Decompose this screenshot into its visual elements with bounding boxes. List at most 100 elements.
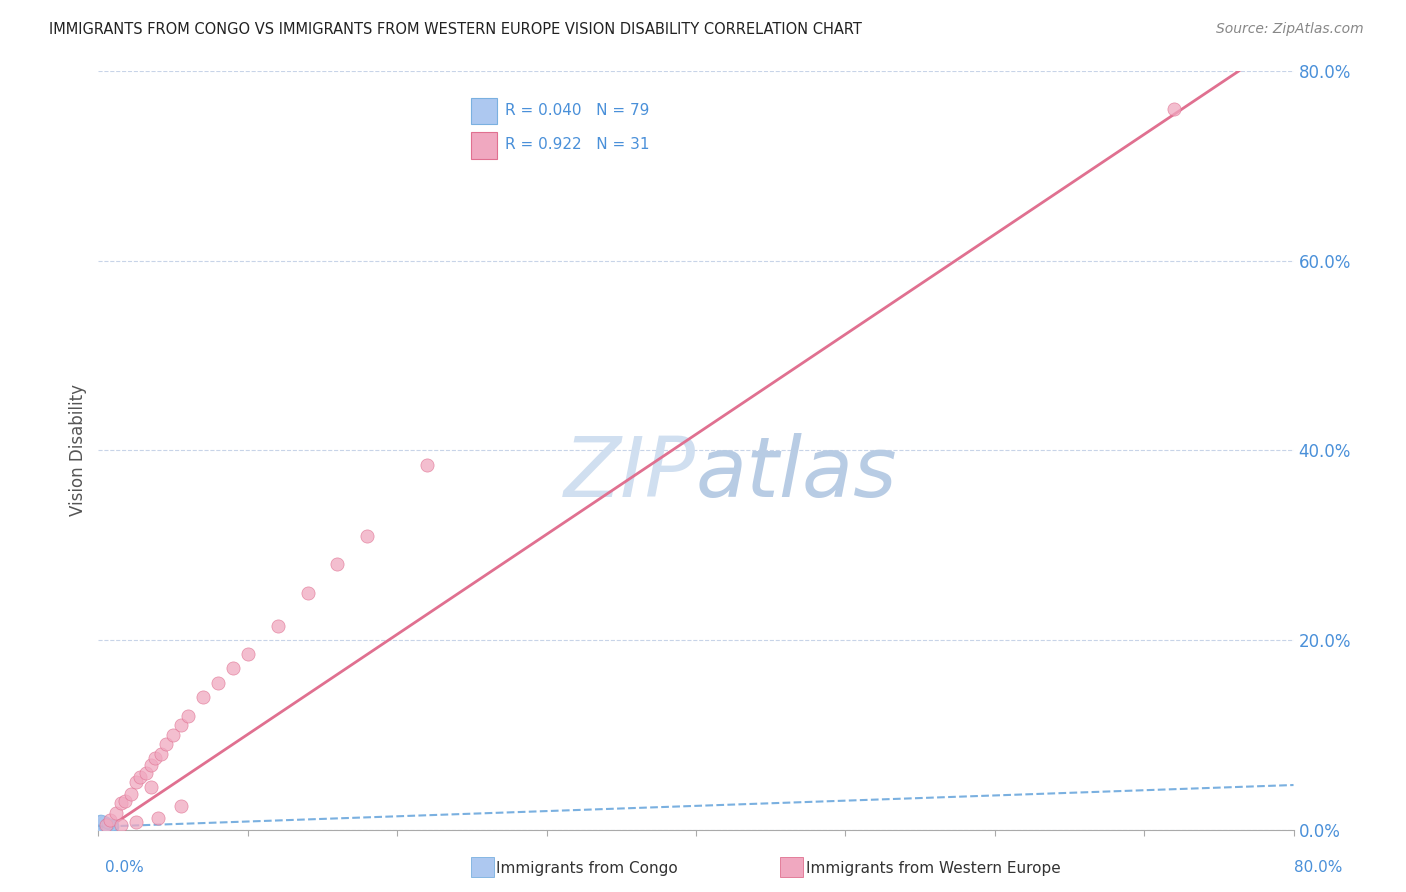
Point bbox=[90, 814, 112, 828]
Point bbox=[93, 821, 115, 835]
Point bbox=[90, 819, 112, 833]
Point bbox=[94, 815, 117, 830]
Point bbox=[98, 817, 122, 831]
Point bbox=[297, 585, 319, 599]
Point bbox=[89, 821, 111, 835]
Point bbox=[93, 822, 115, 836]
Point bbox=[177, 708, 200, 723]
Point bbox=[89, 822, 111, 836]
Point bbox=[91, 816, 114, 830]
Point bbox=[97, 819, 120, 833]
Point bbox=[91, 822, 114, 836]
Point bbox=[129, 771, 152, 785]
Point bbox=[89, 820, 111, 834]
Point bbox=[101, 818, 124, 832]
Point bbox=[98, 813, 122, 827]
Point bbox=[93, 819, 115, 833]
Point bbox=[139, 758, 162, 772]
Text: atlas: atlas bbox=[696, 433, 897, 514]
Point bbox=[94, 822, 117, 836]
Point bbox=[90, 815, 112, 830]
Point bbox=[101, 821, 124, 835]
Point bbox=[135, 765, 157, 780]
Point bbox=[90, 817, 112, 831]
Point bbox=[91, 821, 114, 835]
Point bbox=[91, 814, 114, 828]
Text: Source: ZipAtlas.com: Source: ZipAtlas.com bbox=[1216, 22, 1364, 37]
Point bbox=[97, 817, 120, 831]
Point bbox=[94, 818, 117, 832]
Point bbox=[96, 821, 118, 835]
Point bbox=[94, 821, 117, 835]
Point bbox=[96, 820, 118, 834]
Point bbox=[90, 813, 112, 827]
Point bbox=[148, 811, 170, 825]
Point bbox=[90, 816, 112, 830]
Point bbox=[90, 822, 112, 836]
Point bbox=[93, 817, 115, 831]
Point bbox=[93, 818, 115, 832]
Text: Immigrants from Western Europe: Immigrants from Western Europe bbox=[806, 862, 1060, 876]
Point bbox=[96, 817, 118, 831]
Text: Immigrants from Congo: Immigrants from Congo bbox=[496, 862, 678, 876]
Point bbox=[91, 819, 114, 833]
Point bbox=[356, 529, 378, 543]
Point bbox=[94, 817, 117, 831]
Point bbox=[89, 819, 111, 833]
Point bbox=[139, 780, 162, 794]
Point bbox=[89, 815, 111, 830]
Point bbox=[110, 796, 132, 810]
Point bbox=[90, 821, 112, 835]
Point bbox=[89, 813, 111, 827]
Point bbox=[97, 820, 120, 834]
Point bbox=[91, 815, 114, 830]
Point bbox=[94, 816, 117, 830]
Point bbox=[89, 814, 111, 828]
Point bbox=[98, 819, 122, 833]
Point bbox=[207, 675, 229, 690]
Point bbox=[90, 821, 112, 835]
Point bbox=[93, 814, 115, 828]
Point bbox=[91, 818, 114, 832]
Point bbox=[101, 820, 124, 834]
Point bbox=[103, 818, 125, 832]
Point bbox=[91, 817, 114, 831]
Point bbox=[125, 775, 148, 789]
Point bbox=[89, 817, 111, 831]
Point bbox=[114, 794, 136, 808]
Point bbox=[125, 815, 148, 830]
Point bbox=[120, 787, 142, 801]
Text: 80.0%: 80.0% bbox=[1295, 861, 1343, 875]
Point bbox=[103, 820, 125, 834]
Point bbox=[162, 728, 184, 742]
Point bbox=[90, 822, 112, 836]
Point bbox=[1163, 103, 1185, 117]
Point bbox=[97, 820, 120, 834]
Point bbox=[94, 818, 117, 832]
Point bbox=[97, 821, 120, 835]
Point bbox=[416, 458, 439, 472]
Point bbox=[101, 819, 124, 833]
Point bbox=[105, 805, 128, 820]
Point bbox=[94, 820, 117, 834]
Point bbox=[169, 798, 191, 813]
Point bbox=[90, 820, 112, 834]
Point bbox=[93, 819, 115, 833]
Text: ZIP: ZIP bbox=[564, 433, 696, 514]
Point bbox=[150, 747, 173, 761]
Point bbox=[98, 818, 122, 832]
Point bbox=[98, 820, 122, 834]
Point bbox=[89, 818, 111, 832]
Point bbox=[169, 718, 191, 732]
Point bbox=[97, 818, 120, 832]
Point bbox=[96, 816, 118, 830]
Point bbox=[236, 647, 259, 661]
Point bbox=[143, 751, 166, 765]
Point bbox=[89, 816, 111, 830]
Point bbox=[91, 822, 114, 836]
Point bbox=[94, 820, 117, 834]
Point bbox=[91, 820, 114, 834]
Point bbox=[191, 690, 214, 704]
Point bbox=[103, 819, 125, 833]
Point bbox=[94, 819, 117, 833]
